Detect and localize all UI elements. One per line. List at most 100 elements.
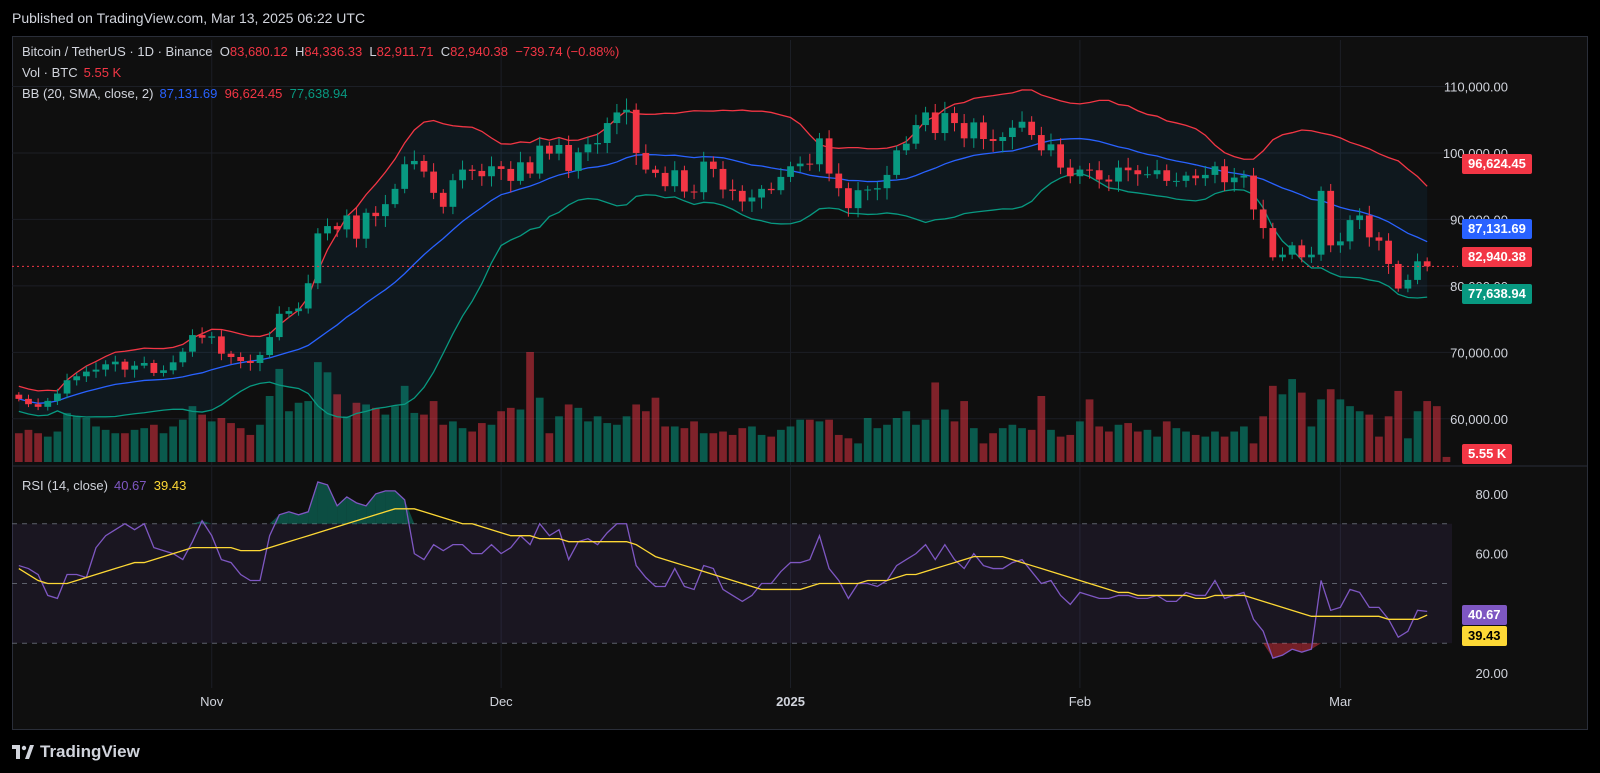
candle-body (1394, 263, 1402, 289)
candle-body (603, 123, 611, 144)
rsi-oversold-fill (1292, 643, 1302, 653)
candle-body (574, 152, 582, 171)
legend-volume: 5.55 K (83, 65, 122, 80)
volume-bar (1423, 401, 1432, 462)
legend-symbol[interactable]: Bitcoin / TetherUS · 1D · Binance (22, 44, 213, 59)
legend-rsi-label[interactable]: RSI (14, close) (22, 478, 108, 493)
volume-bar (352, 402, 361, 462)
volume-bar (362, 404, 370, 462)
candle-body (671, 170, 679, 187)
candle-body (25, 398, 32, 405)
candle-body (787, 166, 794, 177)
candle-body (304, 283, 312, 309)
volume-bar (651, 397, 660, 462)
time-axis-tick-label: Feb (1069, 694, 1091, 709)
rsi-overbought-fill (327, 484, 338, 524)
volume-bar (506, 407, 515, 462)
candle-body (256, 355, 264, 363)
candle-body (1066, 167, 1074, 177)
volume-bar (429, 401, 438, 462)
candle-body (729, 189, 737, 191)
volume-bar (169, 426, 178, 462)
volume-bar (14, 433, 23, 462)
volume-bar (207, 421, 216, 462)
volume-bar (526, 352, 534, 462)
volume-bar (1365, 414, 1374, 462)
volume-bar (1317, 399, 1325, 462)
volume-bar (1220, 436, 1229, 462)
candle-body (999, 137, 1007, 142)
candle-body (1037, 135, 1045, 151)
candle-body (1057, 144, 1064, 168)
candle-body (82, 371, 90, 377)
volume-bar (1230, 431, 1239, 462)
candle-body (845, 188, 852, 209)
candle-body (1250, 175, 1257, 210)
volume-bar (1297, 392, 1306, 462)
volume-bar (304, 401, 313, 462)
rsi-axis-tick-label: 20.00 (1475, 666, 1508, 681)
volume-bar (1432, 406, 1441, 462)
volume-bar (313, 362, 322, 462)
badge-bb-basis: 87,131.69 (1462, 219, 1532, 239)
volume-bar (34, 433, 42, 462)
volume-bar (323, 372, 332, 462)
candle-body (102, 364, 110, 370)
candle-body (1009, 127, 1016, 138)
candle-body (343, 215, 351, 230)
volume-bar (699, 433, 708, 462)
candle-body (266, 337, 274, 356)
candle-body (854, 190, 862, 209)
chart-frame[interactable] (12, 36, 1588, 730)
volume-bar (188, 406, 197, 462)
legend-high: 84,336.33 (304, 44, 363, 59)
candle-body (275, 313, 283, 338)
candle-body (623, 109, 630, 113)
volume-bar (1133, 431, 1142, 462)
legend-close-key: C (440, 44, 451, 59)
candle-body (1144, 174, 1151, 176)
candle-body (922, 112, 929, 126)
volume-bar (1201, 436, 1210, 462)
volume-bar (1056, 436, 1065, 462)
volume-bar (767, 436, 776, 462)
candle-body (333, 226, 341, 230)
candle-body (410, 160, 418, 165)
candle-body (1404, 279, 1412, 289)
volume-bar (989, 433, 997, 462)
rsi-oversold-fill (1311, 643, 1322, 650)
volume-bar (246, 434, 255, 462)
tradingview-brand: TradingView (40, 742, 140, 761)
legend-rsi-row: RSI (14, close) 40.67 39.43 (22, 478, 186, 493)
badge-bb-upper: 96,624.45 (1462, 154, 1532, 174)
volume-bar (844, 438, 853, 462)
volume-bar (979, 443, 988, 462)
tradingview-logo[interactable]: TradingView (12, 742, 140, 762)
legend-bb-lower: 77,638.94 (289, 86, 348, 101)
volume-bar (1249, 443, 1258, 462)
volume-bar (1153, 436, 1161, 462)
volume-bar (1384, 416, 1393, 462)
volume-bar (391, 406, 399, 462)
volume-bar (72, 416, 81, 462)
candle-body (796, 163, 804, 167)
candle-body (1172, 180, 1180, 182)
legend-volume-label[interactable]: Vol · BTC (22, 65, 78, 80)
candle-body (1240, 175, 1248, 178)
bb-basis-line (18, 137, 1428, 404)
candle-body (1269, 228, 1277, 258)
volume-bar (796, 419, 805, 462)
candle-body (1047, 144, 1055, 151)
volume-bar (333, 394, 342, 462)
candle-body (34, 404, 42, 407)
legend-volume-row: Vol · BTC 5.55 K (22, 65, 121, 80)
rsi-overbought-fill (192, 520, 203, 524)
rsi-overbought-fill (404, 499, 415, 524)
candle-body (767, 188, 775, 191)
rsi-oversold-fill (1282, 643, 1293, 656)
legend-bb-label[interactable]: BB (20, SMA, close, 2) (22, 86, 154, 101)
candle-body (517, 162, 524, 181)
volume-bar (1355, 411, 1364, 462)
volume-bar (265, 396, 274, 462)
